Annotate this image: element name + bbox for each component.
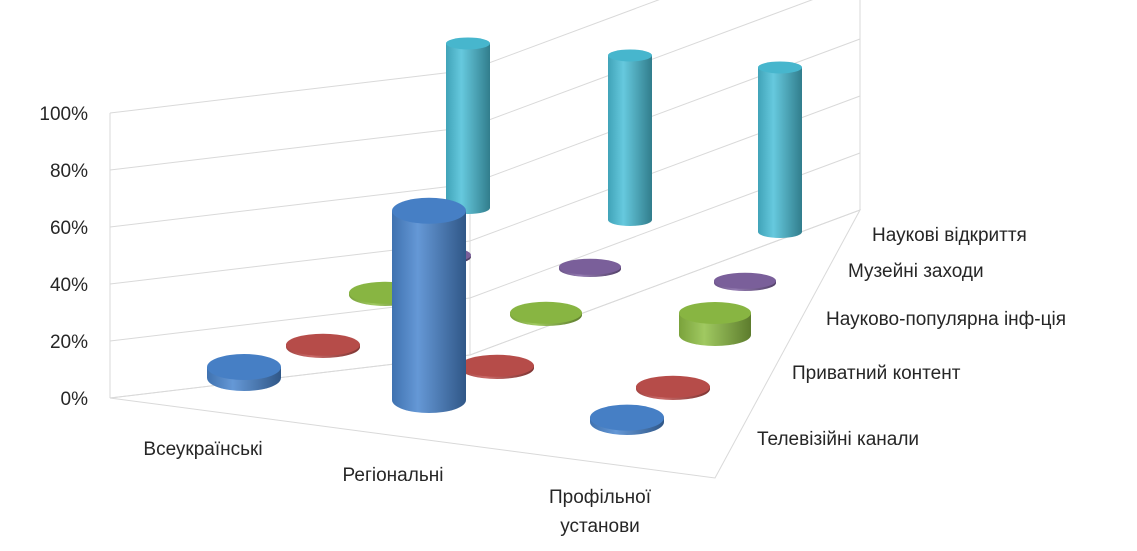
floor [109,209,862,479]
bar [559,258,621,277]
bar [286,333,360,358]
bar-top [636,375,710,398]
bar-body [758,67,802,238]
bar [608,49,652,226]
bar [392,197,466,413]
bar-top [207,354,281,380]
category-labels: Всеукраїнські Регіональні Профільної устано… [143,439,651,537]
bar-top [714,272,776,289]
series-label: Телевізійні канали [757,429,919,450]
y-tick-label: 20% [50,332,88,353]
y-tick-label: 0% [61,389,89,410]
chart-bars [207,37,802,435]
bar-top [460,354,534,377]
bar-top [392,197,466,224]
series-label: Приватний контент [792,363,961,384]
category-label: Профільної установи [549,487,652,537]
series-label: Науково-популярна інф-ція [826,309,1066,330]
bar-body [446,43,490,214]
series-label: Наукові відкриття [872,225,1027,246]
y-tick-label: 40% [50,275,88,296]
y-tick-label: 100% [39,104,88,125]
bar-top [679,302,751,324]
bar [590,404,664,435]
bar [636,375,710,400]
y-axis-ticks: 0% 20% 40% 60% 80% 100% [39,104,88,410]
bar-top [758,61,802,74]
series-labels: Телевізійні канали Приватний контент Науко… [757,225,1066,450]
y-tick-label: 60% [50,218,88,239]
y-tick-label: 80% [50,161,88,182]
bar-top [608,49,652,62]
bar-top [286,333,360,356]
bar [510,301,582,326]
bar [446,37,490,214]
bar [679,302,751,346]
bar-body [392,210,466,413]
bar [207,354,281,391]
bar [460,354,534,379]
series-label: Музейні заходи [848,261,984,282]
bar-top [559,258,621,275]
bar-top [590,404,664,431]
bar [758,61,802,238]
bar [714,272,776,291]
bar-top [510,301,582,324]
category-label: Всеукраїнські [143,439,262,460]
bar-top [446,37,490,50]
bar-body [608,55,652,226]
category-label: Регіональні [343,465,444,486]
